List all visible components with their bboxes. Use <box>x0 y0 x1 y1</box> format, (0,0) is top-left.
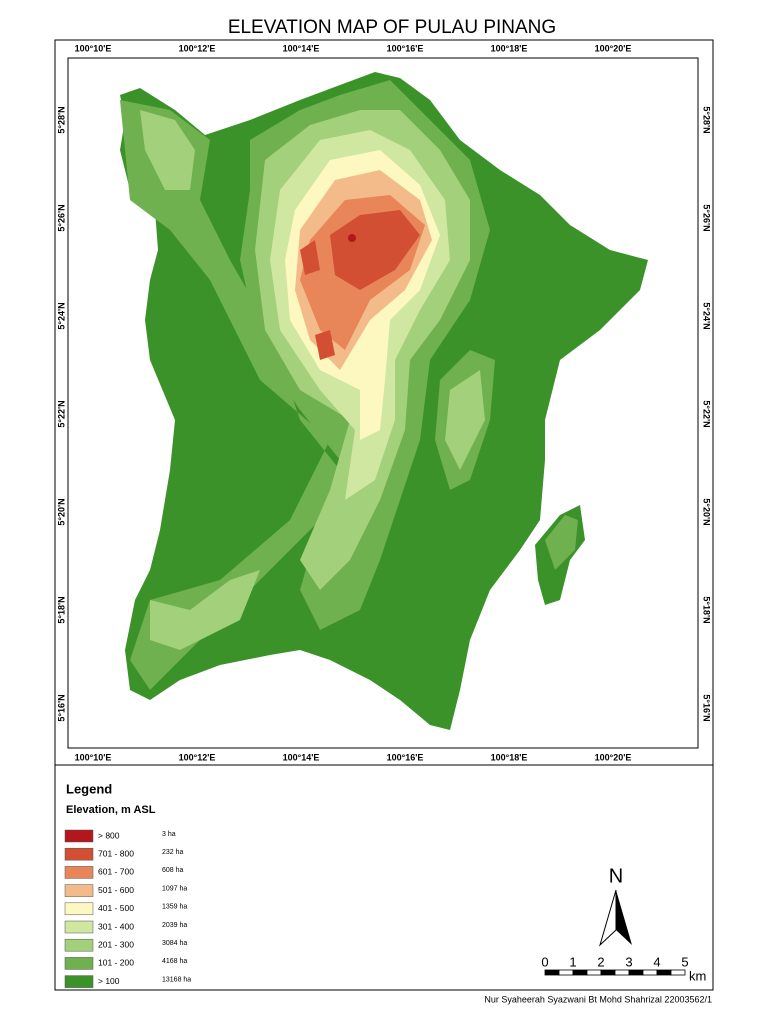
lat-label: 5°24'N <box>702 302 712 329</box>
legend-swatch <box>64 975 94 988</box>
lon-label: 100°14'E <box>283 43 320 53</box>
lat-label: 5°22'N <box>56 400 66 427</box>
lat-label: 5°26'N <box>56 204 66 231</box>
lon-label: 100°12'E <box>179 752 216 762</box>
legend-area: 4168 ha <box>162 958 187 965</box>
lon-label: 100°16'E <box>387 43 424 53</box>
scale-segment <box>600 969 616 976</box>
legend-range: 701 - 800 <box>98 848 134 858</box>
lat-label: 5°22'N <box>702 400 712 427</box>
scale-label: 1 <box>569 954 576 969</box>
legend-swatch <box>64 902 94 916</box>
scale-segment <box>572 969 588 976</box>
lat-label: 5°28'N <box>702 106 712 133</box>
scale-segment <box>656 969 672 976</box>
legend-swatch <box>64 920 94 934</box>
lat-label: 5°16'N <box>702 694 712 721</box>
elevation-zone <box>300 240 320 275</box>
north-arrow <box>599 889 617 947</box>
scale-segment <box>614 969 630 976</box>
lon-label: 100°10'E <box>75 752 112 762</box>
lon-label: 100°12'E <box>179 43 216 53</box>
elevation-zone <box>150 570 260 650</box>
legend-area: 13168 ha <box>162 976 191 983</box>
legend-range: 501 - 600 <box>98 885 134 895</box>
legend-area: 3084 ha <box>162 940 187 947</box>
legend-subtitle: Elevation, m ASL <box>66 804 156 816</box>
lon-label: 100°18'E <box>491 43 528 53</box>
north-label: N <box>609 865 623 887</box>
scale-segment <box>544 969 560 976</box>
legend-area: 3 ha <box>162 831 176 838</box>
legend-swatch <box>64 847 94 861</box>
elevation-zone <box>120 100 340 690</box>
scale-segment <box>642 969 658 976</box>
credit: Nur Syaheerah Syazwani Bt Mohd Shahrizal… <box>484 994 712 1004</box>
map-title: ELEVATION MAP OF PULAU PINANG <box>228 17 556 38</box>
lat-label: 5°26'N <box>702 204 712 231</box>
elevation-zone <box>545 515 578 570</box>
legend-area: 608 ha <box>162 867 184 874</box>
legend-range: 201 - 300 <box>98 939 134 949</box>
legend-range: 101 - 200 <box>98 958 134 968</box>
lat-label: 5°16'N <box>56 694 66 721</box>
elevation-zone <box>348 234 356 242</box>
lon-label: 100°20'E <box>595 752 632 762</box>
legend-area: 1097 ha <box>162 885 187 892</box>
lat-label: 5°18'N <box>702 596 712 623</box>
legend-swatch <box>64 957 94 970</box>
lat-label: 5°18'N <box>56 596 66 623</box>
lat-label: 5°20'N <box>702 498 712 525</box>
frame <box>54 39 714 991</box>
scale-label: 0 <box>541 954 548 969</box>
lat-label: 5°24'N <box>56 302 66 329</box>
legend-title: Legend <box>66 781 112 796</box>
legend-area: 232 ha <box>162 849 184 856</box>
scale-label: 3 <box>625 954 632 969</box>
lat-label: 5°20'N <box>56 498 66 525</box>
scale-label: 5 <box>681 954 688 969</box>
lon-label: 100°10'E <box>75 43 112 53</box>
elevation-zone <box>445 370 485 470</box>
scale-segment <box>558 969 574 976</box>
legend-swatch <box>64 884 94 897</box>
legend-range: > 800 <box>98 830 120 840</box>
lon-label: 100°14'E <box>283 752 320 762</box>
lon-label: 100°18'E <box>491 752 528 762</box>
scale-segment <box>628 969 644 976</box>
legend-area: 2039 ha <box>162 922 187 929</box>
legend-area: 1359 ha <box>162 904 187 911</box>
legend-swatch <box>64 938 94 952</box>
lat-label: 5°28'N <box>56 106 66 133</box>
elevation-zone <box>315 330 335 360</box>
elevation-zone <box>330 210 420 290</box>
scale-label: 4 <box>653 954 660 969</box>
legend-swatch <box>64 829 94 843</box>
legend-range: 401 - 500 <box>98 903 134 913</box>
scale-unit: km <box>689 968 706 983</box>
scale-label: 2 <box>597 954 604 969</box>
legend-range: 301 - 400 <box>98 921 134 931</box>
north-arrow <box>616 890 632 945</box>
lon-label: 100°20'E <box>595 43 632 53</box>
elevation-zone <box>140 110 195 190</box>
legend-range: 601 - 700 <box>98 867 134 877</box>
legend-swatch <box>64 866 94 879</box>
lon-label: 100°16'E <box>387 752 424 762</box>
scale-segment <box>670 969 686 976</box>
scale-segment <box>586 969 602 976</box>
island <box>120 72 648 730</box>
legend-range: > 100 <box>98 976 120 986</box>
